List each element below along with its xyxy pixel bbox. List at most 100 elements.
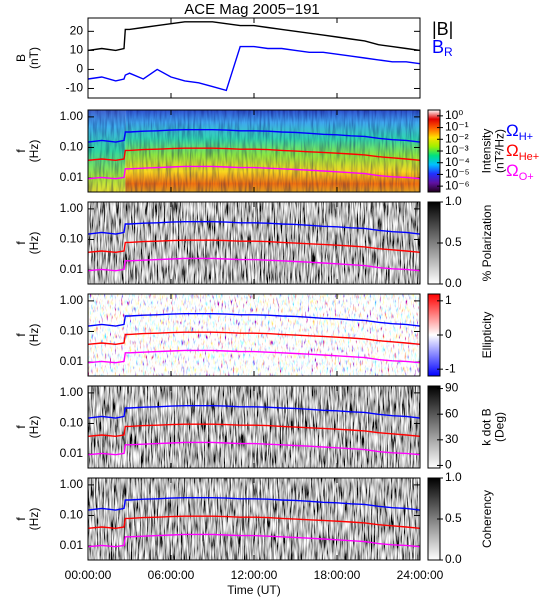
legend-subscript: He+ — [519, 151, 540, 163]
colorbar-tick-label: 10⁻⁴ — [445, 155, 470, 169]
panel-frame — [87, 109, 421, 193]
y-tick-label: 1.00 — [60, 109, 84, 123]
colorbar-label: k dot B — [480, 408, 494, 445]
y-tick-label: 1.00 — [60, 477, 84, 491]
panel-frame — [87, 17, 421, 99]
colorbar-tick-label: 10⁻² — [445, 131, 469, 145]
y-axis-label: f — [14, 333, 28, 337]
series-line — [87, 515, 421, 530]
colorbar-tick-label: 10⁻⁶ — [445, 178, 470, 192]
y-tick-label: 0.10 — [60, 416, 84, 430]
colorbar-tick-label: 1 — [445, 293, 452, 307]
colorbar-label: Coherency — [480, 490, 494, 548]
colorbar-tick-label: 1.0 — [445, 470, 462, 484]
colorbar-label: Ellipticity — [480, 312, 494, 359]
panel-frame — [87, 201, 421, 285]
spectrogram-texture — [88, 110, 420, 192]
colorbar-label: Intensity — [480, 129, 494, 174]
series-line — [87, 129, 421, 143]
series-line — [87, 45, 421, 92]
y-tick-label: 0.10 — [60, 508, 84, 522]
legend-entry: |B| — [432, 19, 453, 39]
y-axis-label: f — [14, 149, 28, 153]
colorbar-tick-label: 1.0 — [445, 194, 462, 208]
legend-name: Ω — [506, 141, 519, 160]
y-tick-label: 0.01 — [60, 170, 84, 184]
spectrogram-background — [88, 386, 420, 468]
legend-entry: ΩHe+ — [506, 141, 539, 162]
colorbar-tick-label: 10⁻⁵ — [445, 167, 470, 181]
x-tick-label: 12:00:00 — [231, 568, 278, 582]
colorbar-tick-label: 0.0 — [445, 276, 462, 290]
y-axis-label: f — [14, 425, 28, 429]
colorbar-tick-label: 0.5 — [445, 235, 462, 249]
series-line — [87, 497, 421, 511]
y-axis-label: f — [14, 517, 28, 521]
y-axis-label: (Hz) — [27, 324, 41, 347]
y-tick-label: 0.01 — [60, 354, 84, 368]
series-line — [87, 165, 421, 180]
legend-name: |B| — [432, 19, 453, 39]
series-line — [87, 221, 421, 235]
colorbar-tick-label: 30 — [445, 432, 459, 446]
colorbar-tick-label: 0.0 — [445, 552, 462, 566]
y-tick-label: 0.01 — [60, 262, 84, 276]
series-line — [87, 441, 421, 456]
x-tick-label: 18:00:00 — [314, 568, 361, 582]
legend-name: Ω — [506, 121, 519, 140]
colorbar-tick-label: -1 — [445, 361, 456, 375]
legend-name: B — [432, 37, 444, 57]
y-tick-label: 0.01 — [60, 538, 84, 552]
x-axis-label: Time (UT) — [227, 583, 281, 597]
legend-subscript: R — [444, 45, 453, 59]
panel-frame — [87, 477, 421, 561]
x-tick-label: 24:00:00 — [397, 568, 444, 582]
y-tick-label: 20 — [70, 24, 84, 38]
y-axis-label: (Hz) — [27, 508, 41, 531]
series-line — [87, 331, 421, 346]
series-line — [87, 405, 421, 419]
colorbar-label: (Deg) — [493, 412, 507, 442]
y-tick-label: 0.10 — [60, 324, 84, 338]
y-tick-label: 1.00 — [60, 385, 84, 399]
series-line — [87, 257, 421, 272]
colorbar — [427, 385, 441, 469]
colorbar-tick-label: 0.5 — [445, 511, 462, 525]
x-tick-label: 06:00:00 — [148, 568, 195, 582]
spectrogram-background — [88, 202, 420, 284]
y-axis-label: (Hz) — [27, 140, 41, 163]
panel-frame — [87, 385, 421, 469]
series-line — [87, 313, 421, 327]
legend-entry: BR — [432, 37, 453, 59]
colorbar-tick-label: 10⁻³ — [445, 143, 469, 157]
y-tick-label: 0 — [76, 62, 83, 76]
y-tick-label: -10 — [66, 81, 84, 95]
y-axis-label: (Hz) — [27, 416, 41, 439]
colorbar-label: % Polarization — [480, 205, 494, 282]
spectrogram-background — [88, 478, 420, 560]
y-axis-label: f — [14, 241, 28, 245]
y-axis-label: (Hz) — [27, 232, 41, 255]
series-line — [87, 533, 421, 548]
colorbar-tick-label: 90 — [445, 381, 459, 395]
legend-entry: ΩO+ — [506, 161, 534, 182]
y-tick-label: 0.01 — [60, 446, 84, 460]
series-line — [87, 423, 421, 438]
y-tick-label: 0.10 — [60, 140, 84, 154]
legend-name: Ω — [506, 161, 519, 180]
chart-title: ACE Mag 2005−191 — [184, 1, 320, 18]
y-tick-label: 1.00 — [60, 201, 84, 215]
colorbar-tick-label: 0 — [445, 327, 452, 341]
spectrogram-background — [88, 294, 420, 376]
colorbar-tick-label: 0 — [445, 458, 452, 472]
legend-subscript: O+ — [519, 171, 534, 183]
y-axis-label: (nT) — [27, 47, 41, 69]
colorbar-tick-label: 10⁻¹ — [445, 120, 469, 134]
series-line — [87, 21, 421, 52]
y-axis-label: B — [14, 54, 28, 62]
y-tick-label: 0.10 — [60, 232, 84, 246]
colorbar-tick-label: 60 — [445, 406, 459, 420]
series-line — [87, 147, 421, 162]
y-tick-label: 10 — [70, 43, 84, 57]
